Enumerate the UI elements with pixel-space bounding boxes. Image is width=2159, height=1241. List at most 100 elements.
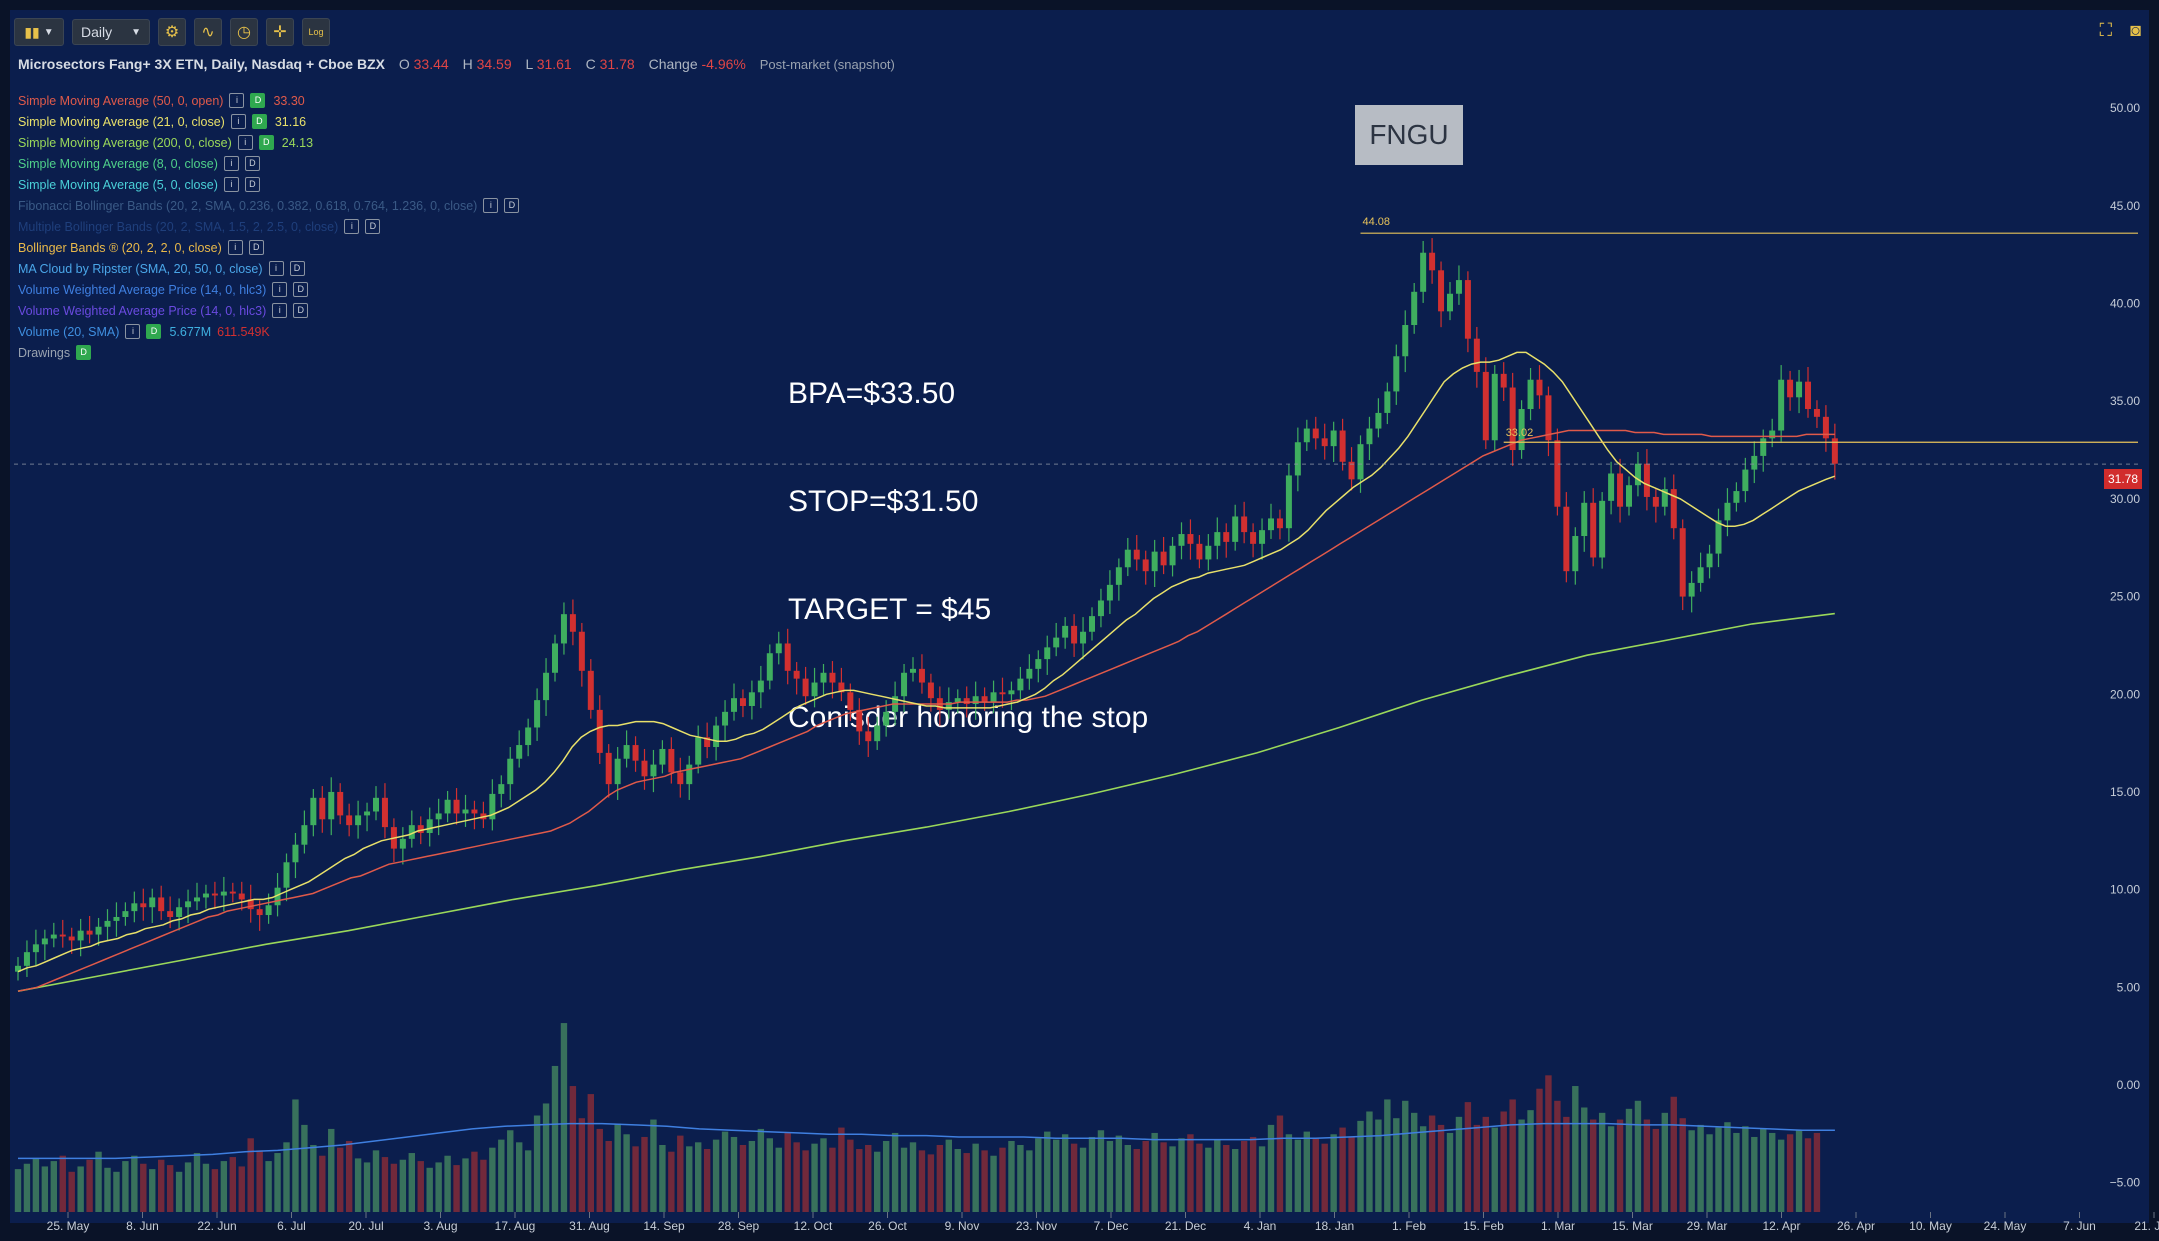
volume-bar [166, 1165, 174, 1212]
study-row[interactable]: Simple Moving Average (5, 0, close) i D [18, 174, 519, 195]
study-info-icon[interactable]: i [483, 198, 499, 213]
study-row[interactable]: Simple Moving Average (8, 0, close) i D [18, 153, 519, 174]
candle-body [1223, 532, 1230, 542]
volume-bar [918, 1150, 926, 1212]
study-info-icon[interactable]: i [223, 177, 239, 192]
study-info-icon[interactable]: i [125, 324, 141, 339]
candle-body [1026, 668, 1033, 679]
volume-bar [802, 1150, 809, 1212]
candle-body [739, 698, 746, 706]
replay-button[interactable]: ◷ [230, 18, 258, 46]
candle-body [435, 813, 442, 820]
candle-body [1643, 463, 1650, 497]
volume-bar [1464, 1102, 1472, 1212]
study-info-icon[interactable]: i [268, 261, 284, 276]
study-info-icon[interactable]: i [229, 93, 245, 108]
study-toggle[interactable]: D [293, 282, 309, 297]
candle-body [1294, 442, 1301, 476]
volume-bar [1482, 1116, 1489, 1212]
study-row[interactable]: Volume Weighted Average Price (14, 0, hl… [18, 279, 519, 300]
study-info-icon[interactable]: i [227, 240, 243, 255]
candle-body [883, 711, 890, 726]
volume-bar [1697, 1124, 1704, 1212]
study-info-icon[interactable]: i [272, 282, 288, 297]
candle-body [596, 709, 603, 753]
candle-body [1626, 485, 1632, 507]
study-row[interactable]: MA Cloud by Ripster (SMA, 20, 50, 0, clo… [18, 258, 519, 279]
settings-button[interactable]: ⚙ [158, 18, 186, 46]
study-toggle[interactable]: D [244, 177, 260, 192]
volume-bar [542, 1103, 550, 1212]
log-scale-button[interactable]: Log [302, 18, 330, 46]
study-toggle[interactable]: D [76, 345, 92, 360]
volume-bar [659, 1145, 666, 1212]
study-row[interactable]: Multiple Bollinger Bands (20, 2, SMA, 1.… [18, 216, 519, 237]
study-toggle[interactable]: D [244, 156, 260, 171]
volume-bar [1008, 1140, 1015, 1212]
x-tick-label: 15. Mar [1612, 1219, 1653, 1233]
volume-bar [596, 1128, 603, 1212]
study-toggle[interactable]: D [251, 114, 267, 129]
study-toggle[interactable]: D [504, 198, 520, 213]
study-info-icon[interactable]: i [237, 135, 253, 150]
candle-body [722, 711, 729, 726]
volume-bar [489, 1147, 496, 1212]
chevron-down-icon: ▼ [43, 26, 54, 38]
study-info-icon[interactable]: i [230, 114, 246, 129]
study-row[interactable]: Drawings D [18, 342, 519, 363]
candle-body [829, 672, 836, 683]
study-value: 33.30 [273, 93, 305, 108]
study-toggle[interactable]: D [250, 93, 266, 108]
volume-bar [838, 1127, 845, 1212]
volume-bar [471, 1151, 478, 1212]
study-toggle[interactable]: D [289, 261, 305, 276]
volume-bar [354, 1158, 362, 1212]
study-toggle[interactable]: D [258, 135, 274, 150]
candle-body [1312, 428, 1319, 439]
camera-icon[interactable]: ◙ [2130, 20, 2141, 40]
candle-body [668, 748, 675, 773]
volume-bar [1509, 1099, 1516, 1212]
volume-bar [14, 1169, 22, 1212]
study-toggle[interactable]: D [146, 324, 162, 339]
study-row[interactable]: Simple Moving Average (200, 0, close) i D 2… [18, 132, 519, 153]
volume-bar [936, 1145, 944, 1212]
candle-body [811, 682, 818, 697]
drawing-button[interactable]: ✛ [266, 18, 294, 46]
candle-body [802, 678, 809, 697]
volume-bar [1437, 1124, 1445, 1212]
volume-bar [211, 1169, 219, 1212]
candle-body [1742, 469, 1749, 492]
volume-bar [140, 1163, 147, 1212]
study-row[interactable]: Fibonacci Bollinger Bands (20, 2, SMA, 0… [18, 195, 520, 216]
x-tick-label: 8. Jun [126, 1219, 159, 1233]
candle-body [1679, 528, 1686, 597]
interval-select[interactable]: Daily ▼ [72, 19, 150, 45]
candle-body [1473, 338, 1480, 372]
volume-bar [1097, 1130, 1105, 1212]
volume-bar [1061, 1134, 1069, 1212]
volume-bar [703, 1149, 711, 1212]
study-row[interactable]: Simple Moving Average (21, 0, close) i D 31… [18, 111, 519, 132]
study-info-icon[interactable]: i [344, 219, 360, 234]
candle-body [381, 797, 388, 828]
study-row[interactable]: Bollinger Bands ® (20, 2, 2, 0, close) i D [18, 237, 519, 258]
study-row[interactable]: Volume (20, SMA) i D 5.677M 611.549K [18, 321, 519, 342]
volume-bar [524, 1150, 532, 1212]
study-toggle[interactable]: D [293, 303, 309, 318]
study-info-icon[interactable]: i [272, 303, 288, 318]
study-row[interactable]: Simple Moving Average (50, 0, open) i D 33.… [18, 90, 519, 111]
volume-bar [739, 1145, 747, 1212]
volume-bar [1393, 1118, 1400, 1212]
volume-bar [551, 1065, 559, 1212]
study-row[interactable]: Volume Weighted Average Price (14, 0, hl… [18, 300, 519, 321]
study-info-icon[interactable]: i [223, 156, 239, 171]
study-toggle[interactable]: D [248, 240, 264, 255]
candle-body [23, 952, 30, 966]
chart-type-button[interactable]: ▮▮ ▼ [14, 18, 64, 46]
study-toggle[interactable]: D [365, 219, 381, 234]
fullscreen-icon[interactable]: ⛶ [2099, 20, 2113, 40]
studies-button[interactable]: ∿ [194, 18, 222, 46]
